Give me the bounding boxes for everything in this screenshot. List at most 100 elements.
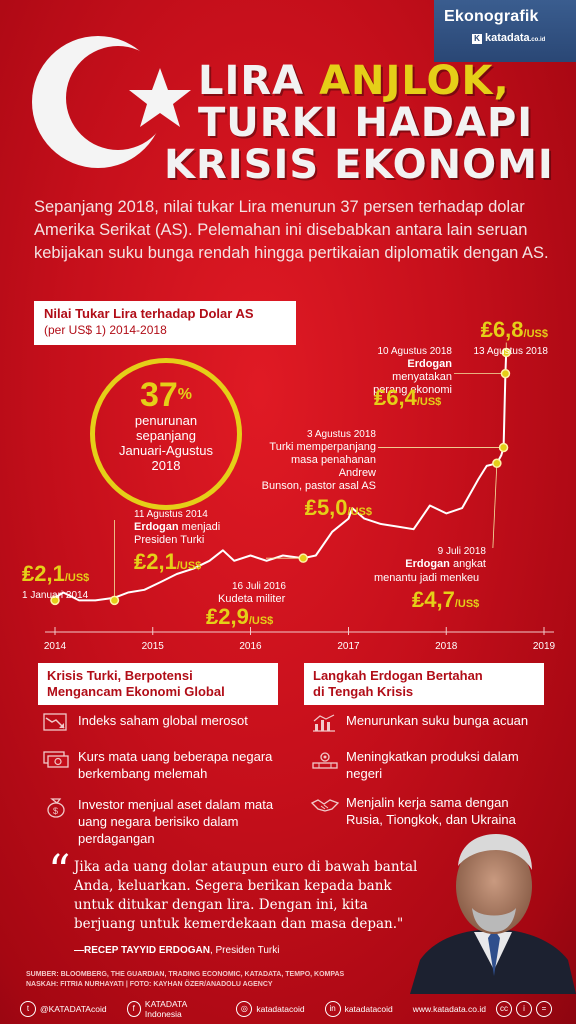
chart-title: Nilai Tukar Lira terhadap Dolar AS bbox=[44, 306, 254, 321]
list-item: Meningkatkan produksi dalam negeri bbox=[310, 748, 546, 782]
decline-desc-1: penurunan bbox=[134, 413, 198, 428]
value-jan-2014: ₤2,1/US$ bbox=[22, 561, 90, 586]
global-impact-item-3: Investor menjual aset dalam mata uang ne… bbox=[78, 797, 274, 846]
annotation-aug10-2018: 10 Agustus 2018 Erdogan menyatakan peran… bbox=[358, 346, 452, 397]
date-aug10-2018: 10 Agustus 2018 bbox=[377, 346, 452, 357]
erdogan-quote: Jika ada uang dolar ataupun euro di bawa… bbox=[74, 859, 418, 932]
footer-website[interactable]: www.katadata.co.id bbox=[412, 1004, 486, 1014]
handshake-icon bbox=[310, 799, 340, 812]
text2-aug10-2018: perang ekonomi bbox=[373, 384, 452, 396]
title-line-3: KRISIS EKONOMI bbox=[164, 142, 554, 188]
footer-instagram[interactable]: ◎ katadatacoid bbox=[236, 1001, 305, 1017]
decline-desc-2: sepanjang bbox=[136, 428, 196, 443]
date-jan-2014: 1 Januari 2014 bbox=[22, 590, 89, 601]
value-aug3-2018: ₤5,0/US$ bbox=[304, 495, 372, 520]
value-aug-2014: ₤2,1/US$ bbox=[134, 549, 202, 574]
decline-percent: 37% bbox=[139, 376, 193, 414]
x-tick-label-2019: 2019 bbox=[533, 641, 556, 652]
x-tick-label-2015: 2015 bbox=[142, 641, 165, 652]
attribution-icon: i bbox=[516, 1001, 532, 1017]
no-derivatives-icon: = bbox=[536, 1001, 552, 1017]
quote-attribution: —RECEP TAYYID ERDOGAN, Presiden Turki bbox=[74, 945, 280, 956]
global-impact-heading: Krisis Turki, Berpotensi Mengancam Ekono… bbox=[38, 663, 278, 705]
license-icons: cc i = bbox=[496, 1001, 556, 1017]
brand-name: Ekonografik bbox=[444, 8, 539, 25]
decline-desc-3: Januari-Agustus bbox=[119, 443, 213, 458]
list-item: Menjalin kerja sama dengan Rusia, Tiongk… bbox=[310, 794, 546, 828]
global-impact-section: Krisis Turki, Berpotensi Mengancam Ekono… bbox=[38, 663, 278, 705]
instagram-icon: ◎ bbox=[236, 1001, 253, 1017]
decline-percent-circle: 37% penurunan sepanjang Januari-Agustus … bbox=[90, 358, 242, 510]
creative-commons-icon: cc bbox=[496, 1001, 512, 1017]
data-point-5 bbox=[500, 368, 511, 379]
date-aug13-2018: 13 Agustus 2018 bbox=[473, 346, 548, 357]
katadata-logo-icon: K bbox=[472, 34, 482, 44]
sources: SUMBER: BLOOMBERG, THE GUARDIAN, TRADING… bbox=[26, 970, 344, 990]
twitter-icon: t bbox=[20, 1001, 36, 1017]
value-jul-2016: ₤2,9/US$ bbox=[206, 604, 274, 629]
connector-jul9-2018 bbox=[492, 463, 498, 549]
decline-desc-4: 2018 bbox=[151, 458, 181, 473]
footer-twitter[interactable]: t @KATADATAcoid bbox=[20, 1001, 107, 1017]
x-tick-label-2018: 2018 bbox=[435, 641, 458, 652]
rate-chart-icon bbox=[313, 714, 335, 732]
intro-paragraph: Sepanjang 2018, nilai tukar Lira menurun… bbox=[34, 198, 549, 262]
quote-mark-icon: “ bbox=[48, 846, 71, 897]
data-point-4 bbox=[498, 442, 509, 453]
linkedin-icon: in bbox=[324, 1001, 341, 1017]
money-bag-icon: $ bbox=[47, 798, 65, 818]
svg-text:$: $ bbox=[53, 806, 58, 816]
erdogan-steps-list: Menurunkan suku bunga acuan Meningkatkan… bbox=[310, 712, 546, 828]
title-line-1: LIRA ANJLOK, bbox=[198, 58, 510, 104]
global-impact-item-1: Indeks saham global merosot bbox=[78, 713, 248, 728]
erdogan-steps-section: Langkah Erdogan Bertahan di Tengah Krisi… bbox=[304, 663, 544, 705]
footer: t @KATADATAcoid f KATADATA Indonesia ◎ kata… bbox=[0, 994, 576, 1024]
date-aug3-2018: 3 Agustus 2018 bbox=[307, 429, 376, 440]
erdogan-step-3: Menjalin kerja sama dengan Rusia, Tiongk… bbox=[346, 795, 516, 827]
footer-linkedin[interactable]: in katadatacoid bbox=[324, 1001, 393, 1017]
chart-subtitle: (per US$ 1) 2014-2018 bbox=[44, 323, 167, 337]
list-item: Indeks saham global merosot bbox=[42, 712, 282, 734]
value-aug13-2018: ₤6,8/US$ bbox=[480, 317, 548, 342]
data-point-1 bbox=[109, 595, 120, 606]
text1-aug3-2018: Turki memperpanjang bbox=[269, 441, 376, 453]
text2-jul9-2018: menantu jadi menkeu bbox=[374, 572, 480, 584]
date-aug-2014: 11 Agustus 2014 bbox=[134, 509, 208, 520]
text-aug-2014: Erdogan menjadi bbox=[134, 521, 221, 533]
text3-aug3-2018: Bunson, pastor asal AS bbox=[261, 480, 376, 492]
facebook-icon: f bbox=[126, 1001, 141, 1017]
annotation-jul-2016: 16 Juli 2016 Kudeta militer ₤2,9/US$ bbox=[206, 581, 286, 633]
list-item: $ Investor menjual aset dalam mata uang … bbox=[42, 796, 282, 847]
value-aug10-2018: ₤6,4/US$ bbox=[374, 385, 442, 410]
chart-title-box: Nilai Tukar Lira terhadap Dolar AS (per … bbox=[34, 301, 296, 345]
erdogan-step-2: Meningkatkan produksi dalam negeri bbox=[346, 749, 519, 781]
turkey-flag-crescent-star-icon bbox=[32, 36, 191, 168]
date-jul-2016: 16 Juli 2016 bbox=[232, 581, 286, 592]
text2-aug-2014: Presiden Turki bbox=[134, 534, 205, 546]
page-title: LIRA ANJLOK, TURKI HADAPI KRISIS EKONOMI bbox=[164, 58, 576, 186]
sources-line-1: SUMBER: BLOOMBERG, THE GUARDIAN, TRADING… bbox=[26, 971, 345, 978]
stock-decline-icon bbox=[43, 713, 67, 731]
footer-facebook[interactable]: f KATADATA Indonesia bbox=[126, 999, 217, 1019]
value-jul9-2018: ₤4,7/US$ bbox=[412, 587, 480, 612]
factory-icon bbox=[312, 752, 338, 769]
annotation-aug3-2018: 3 Agustus 2018 Turki memperpanjang masa … bbox=[260, 429, 376, 524]
annotation-jul9-2018: 9 Juli 2018 Erdogan angkat bbox=[398, 546, 486, 571]
list-item: Menurunkan suku bunga acuan bbox=[310, 712, 546, 734]
currency-notes-icon bbox=[43, 751, 69, 768]
erdogan-portrait bbox=[410, 834, 576, 994]
annotation-jan-2014: ₤2,1/US$ 1 Januari 2014 bbox=[22, 562, 89, 602]
erdogan-steps-heading: Langkah Erdogan Bertahan di Tengah Krisi… bbox=[304, 663, 544, 705]
text-jul9-2018: Erdogan angkat bbox=[405, 558, 486, 570]
global-impact-item-2: Kurs mata uang beberapa negara berkemban… bbox=[78, 749, 273, 781]
x-tick-label-2014: 2014 bbox=[44, 641, 67, 652]
x-tick-label-2016: 2016 bbox=[239, 641, 262, 652]
text-aug10-2018: Erdogan menyatakan bbox=[392, 358, 452, 383]
list-item: Kurs mata uang beberapa negara berkemban… bbox=[42, 748, 282, 782]
title-line-2: TURKI HADAPI bbox=[198, 100, 534, 146]
global-impact-list: Indeks saham global merosot Kurs mata ua… bbox=[42, 712, 282, 847]
annotation-aug-2014: 11 Agustus 2014 Erdogan menjadi Presiden… bbox=[134, 509, 220, 578]
date-jul9-2018: 9 Juli 2018 bbox=[437, 546, 486, 557]
